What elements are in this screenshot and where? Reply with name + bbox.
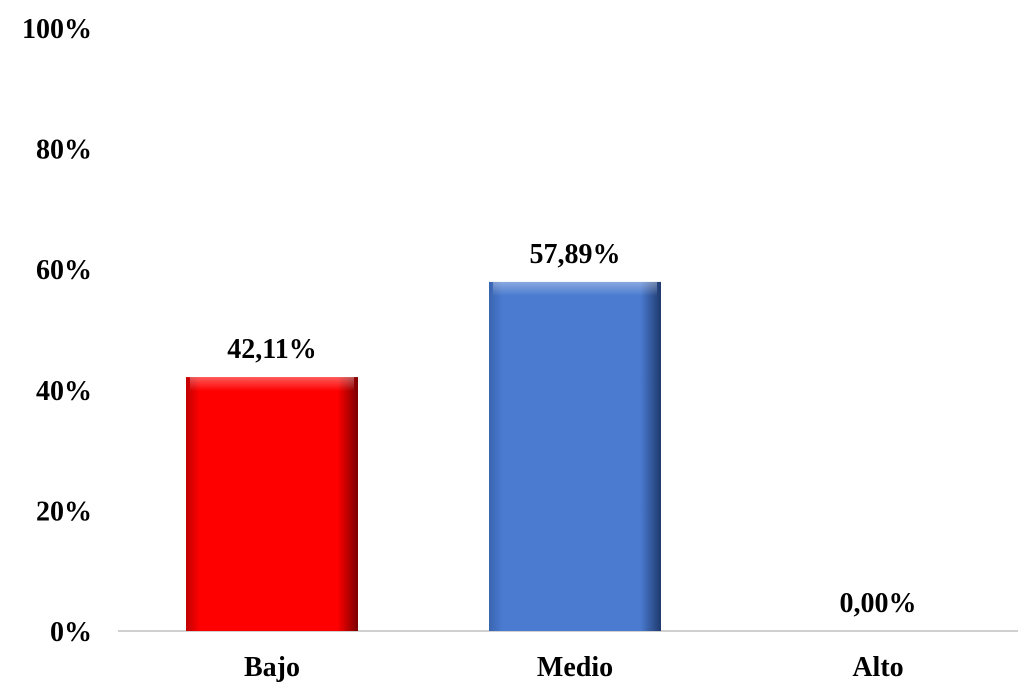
data-label-alto: 0,00% [840,588,917,619]
y-tick-label: 100% [22,14,92,45]
bars [186,281,661,631]
y-tick-label: 40% [36,376,92,407]
bar-medio [489,281,661,631]
bar-bajo [186,377,358,631]
data-label-medio: 57,89% [530,239,621,270]
y-tick-label: 80% [36,135,92,166]
y-axis-ticks: 0% 20% 40% 60% 80% 100% [22,14,92,648]
data-labels: 42,11% 57,89% 0,00% [227,239,916,619]
bar-highlight-medio [493,281,657,296]
y-tick-label: 60% [36,255,92,286]
data-label-bajo: 42,11% [227,334,316,365]
category-label-medio: Medio [537,652,613,683]
y-tick-label: 0% [50,617,92,648]
bar-highlight-bajo [190,377,354,392]
y-tick-label: 20% [36,496,92,527]
category-label-bajo: Bajo [244,652,300,683]
x-axis-categories: Bajo Medio Alto [244,652,904,683]
category-label-alto: Alto [852,652,903,683]
